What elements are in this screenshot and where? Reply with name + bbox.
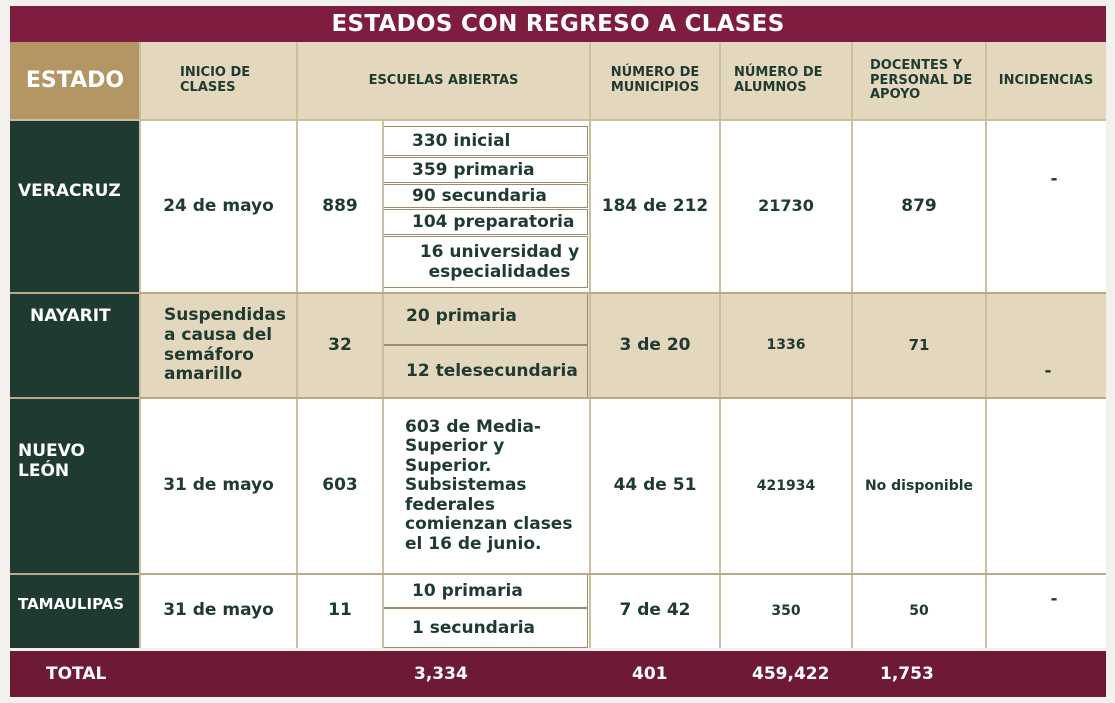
- row-alumnos: 21730: [720, 120, 852, 293]
- row-inicio: 24 de mayo: [140, 120, 297, 293]
- row-inicio: Suspendidas a causa del semáforo amarill…: [140, 293, 297, 398]
- row-incidencias: [986, 398, 1106, 574]
- row-escuelas-total: 32: [297, 293, 383, 398]
- header-docentes: DOCENTES Y PERSONAL DE APOYO: [852, 42, 986, 120]
- detalle-item: 359 primaria: [383, 157, 588, 183]
- row-docentes: 71: [852, 293, 986, 398]
- detalle-item: 16 universidad y especialidades: [383, 236, 588, 288]
- header-incidencias: INCIDENCIAS: [986, 42, 1106, 120]
- row-municipios: 7 de 42: [590, 574, 720, 648]
- detalle-item: 90 secundaria: [383, 184, 588, 208]
- header-escuelas: ESCUELAS ABIERTAS: [297, 42, 590, 120]
- row-escuelas-total: 603: [297, 398, 383, 574]
- row-docentes: 879: [852, 120, 986, 293]
- row-incidencias: -: [986, 120, 1106, 293]
- total-escuelas: 3,334: [414, 664, 468, 684]
- total-docentes: 1,753: [880, 664, 934, 684]
- row-estado: VERACRUZ: [10, 120, 140, 293]
- detalle-item: 20 primaria: [383, 293, 588, 345]
- row-escuelas-total: 889: [297, 120, 383, 293]
- row-incidencias: -: [986, 574, 1106, 648]
- row-municipios: 184 de 212: [590, 120, 720, 293]
- total-row: TOTAL 3,334 401 459,422 1,753: [10, 651, 1106, 697]
- row-inicio: 31 de mayo: [140, 398, 297, 574]
- row-escuelas-detalle: 20 primaria 12 telesecundaria: [383, 293, 590, 398]
- row-escuelas-total: 11: [297, 574, 383, 648]
- detalle-item: 1 secundaria: [383, 608, 588, 648]
- row-docentes: No disponible: [852, 398, 986, 574]
- row-docentes: 50: [852, 574, 986, 648]
- header-alumnos: NÚMERO DE ALUMNOS: [720, 42, 852, 120]
- table-title: ESTADOS CON REGRESO A CLASES: [10, 6, 1106, 42]
- detalle-item: 330 inicial: [383, 126, 588, 156]
- row-escuelas-detalle: 330 inicial 359 primaria 90 secundaria 1…: [383, 120, 590, 293]
- row-incidencias: -: [986, 293, 1106, 398]
- header-inicio: INICIO DE CLASES: [140, 42, 297, 120]
- row-alumnos: 1336: [720, 293, 852, 398]
- row-alumnos: 421934: [720, 398, 852, 574]
- total-alumnos: 459,422: [752, 664, 830, 684]
- header-estado: ESTADO: [10, 42, 140, 120]
- detalle-item: 12 telesecundaria: [383, 345, 588, 398]
- row-escuelas-detalle: 603 de Media-Superior y Superior. Subsis…: [383, 398, 590, 574]
- row-estado: NUEVO LEÓN: [10, 398, 140, 574]
- header-municipios: NÚMERO DE MUNICIPIOS: [590, 42, 720, 120]
- total-label: TOTAL: [46, 664, 107, 684]
- row-municipios: 3 de 20: [590, 293, 720, 398]
- row-escuelas-detalle: 10 primaria 1 secundaria: [383, 574, 590, 648]
- total-municipios: 401: [632, 664, 668, 684]
- row-inicio: 31 de mayo: [140, 574, 297, 648]
- row-estado: TAMAULIPAS: [10, 574, 140, 648]
- row-estado: NAYARIT: [10, 293, 140, 398]
- detalle-item: 10 primaria: [383, 574, 588, 608]
- row-alumnos: 350: [720, 574, 852, 648]
- row-municipios: 44 de 51: [590, 398, 720, 574]
- detalle-item: 104 preparatoria: [383, 209, 588, 235]
